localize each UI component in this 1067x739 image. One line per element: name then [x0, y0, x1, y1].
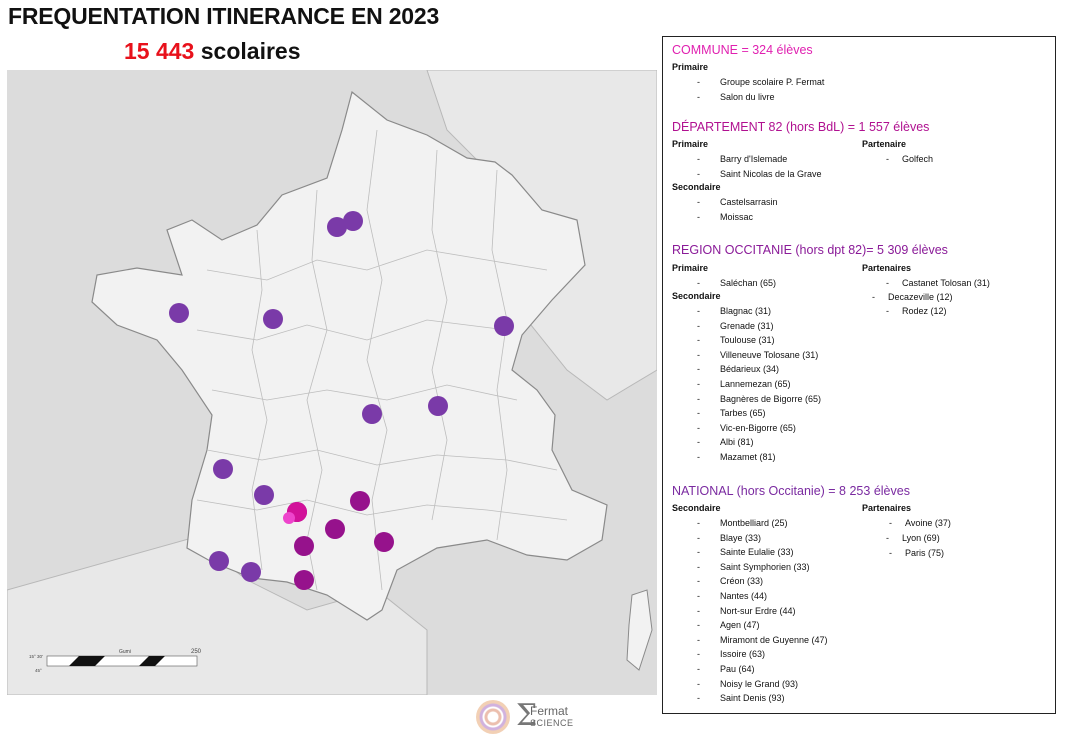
total-unit: scolaires [200, 38, 301, 64]
lat-label-2: 45° [35, 668, 42, 673]
scale-bar [46, 655, 198, 667]
logo-name: Fermat [530, 704, 569, 718]
france-land [91, 90, 608, 621]
page-subtitle: 15 443 scolaires [124, 38, 301, 65]
departement-title: DÉPARTEMENT 82 (hors BdL) = 1 557 élèves [672, 120, 930, 134]
region-marker [374, 532, 394, 552]
logo-sigma-mark: Σ [516, 698, 538, 733]
region-marker [294, 536, 314, 556]
national-title: NATIONAL (hors Occitanie) = 8 253 élèves [672, 484, 910, 498]
national-partenaires-label: Partenaires [862, 503, 912, 513]
national-marker [263, 309, 283, 329]
national-secondaire-label: Secondaire [672, 503, 721, 513]
departement-partenaire-label: Partenaire [862, 139, 907, 149]
marker-layer [169, 211, 514, 590]
page-title: FREQUENTATION ITINERANCE EN 2023 [8, 3, 440, 29]
national-marker [343, 211, 363, 231]
commune-marker [283, 512, 295, 524]
total-count: 15 443 [124, 38, 195, 64]
legend-panel: COMMUNE = 324 élèves Primaire - Groupe sc… [662, 36, 1056, 714]
commune-primaire-label: Primaire [672, 62, 709, 72]
corsica [626, 589, 653, 671]
region-marker [325, 519, 345, 539]
france-map: Gumi 250 15° 30' 45° [7, 70, 657, 695]
lat-label-1: 15° 30' [29, 654, 43, 659]
commune-title: COMMUNE = 324 élèves [672, 43, 813, 57]
departement-primaire-label: Primaire [672, 139, 709, 149]
national-marker [169, 303, 189, 323]
logo-subtitle: SCIENCE [530, 718, 574, 728]
departement-secondaire-label: Secondaire [672, 182, 721, 192]
region-marker [350, 491, 370, 511]
region-title: REGION OCCITANIE (hors dpt 82)= 5 309 él… [672, 243, 948, 257]
national-marker [362, 404, 382, 424]
national-marker [241, 562, 261, 582]
region-marker [294, 570, 314, 590]
national-marker [494, 316, 514, 336]
national-marker [327, 217, 347, 237]
national-marker [213, 459, 233, 479]
national-marker [209, 551, 229, 571]
region-partenaires-label: Partenaires [862, 263, 912, 273]
map-canvas: Gumi 250 15° 30' 45° [7, 70, 657, 695]
national-marker [428, 396, 448, 416]
national-marker [254, 485, 274, 505]
fermat-science-logo: Σ Fermat SCIENCE [476, 698, 576, 738]
region-secondaire-label: Secondaire [672, 291, 721, 301]
scale-unit-label: Gumi [119, 649, 131, 655]
region-primaire-label: Primaire [672, 263, 709, 273]
logo-swirl-icon [476, 700, 510, 734]
department-borders [196, 129, 568, 591]
scale-max-label: 250 [191, 649, 202, 655]
